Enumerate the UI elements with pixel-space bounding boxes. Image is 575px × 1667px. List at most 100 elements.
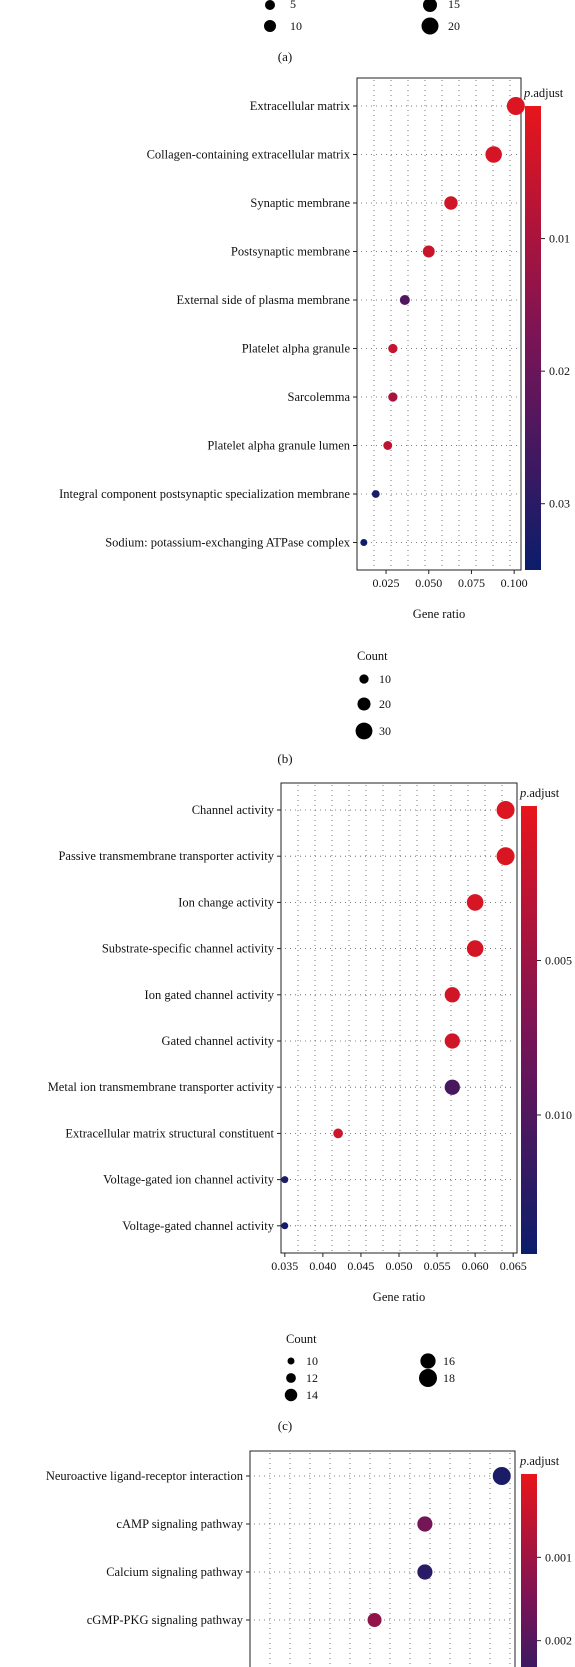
size-legend-label: 14 bbox=[306, 1388, 318, 1402]
size-legend-dot bbox=[284, 1388, 298, 1402]
legend-label: 5 bbox=[290, 0, 296, 11]
x-tick-label: 0.050 bbox=[386, 1259, 413, 1273]
category-label: Synaptic membrane bbox=[250, 196, 350, 210]
category-label: cAMP signaling pathway bbox=[116, 1517, 243, 1531]
size-legend-label: 16 bbox=[443, 1354, 455, 1368]
colorbar-tick-label: 0.03 bbox=[549, 497, 570, 511]
size-legend-dot bbox=[420, 1353, 436, 1369]
data-point bbox=[496, 801, 515, 819]
x-tick-label: 0.035 bbox=[271, 1259, 298, 1273]
category-label: Postsynaptic membrane bbox=[231, 245, 351, 259]
size-legend-dot bbox=[359, 674, 369, 684]
data-point bbox=[360, 539, 368, 546]
category-label: Platelet alpha granule lumen bbox=[207, 439, 350, 453]
data-point bbox=[444, 196, 458, 210]
category-label: Neuroactive ligand-receptor interaction bbox=[46, 1469, 244, 1483]
x-tick-label: 0.050 bbox=[415, 576, 442, 590]
panel-label: (c) bbox=[278, 1418, 292, 1433]
legend-dot bbox=[265, 0, 275, 10]
plot-frame bbox=[356, 77, 522, 571]
colorbar-tick-label: 0.005 bbox=[545, 953, 572, 967]
colorbar bbox=[525, 106, 541, 570]
colorbar-tick-label: 0.01 bbox=[549, 232, 570, 246]
x-tick-label: 0.045 bbox=[347, 1259, 374, 1273]
category-label: Sodium: potassium-exchanging ATPase comp… bbox=[105, 536, 351, 550]
category-label: Passive transmembrane transporter activi… bbox=[58, 849, 274, 863]
category-label: Ion gated channel activity bbox=[145, 988, 275, 1002]
data-point bbox=[383, 441, 393, 450]
colorbar-title: p.adjust bbox=[523, 86, 564, 100]
colorbar bbox=[521, 1474, 537, 1667]
legend-dot bbox=[421, 17, 439, 35]
panel-label: (b) bbox=[277, 751, 292, 766]
category-label: Collagen-containing extracellular matrix bbox=[147, 148, 351, 162]
category-label: Calcium signaling pathway bbox=[106, 1565, 244, 1579]
x-tick-label: 0.100 bbox=[501, 576, 528, 590]
data-point bbox=[417, 1516, 433, 1532]
x-tick-label: 0.060 bbox=[462, 1259, 489, 1273]
size-legend-label: 10 bbox=[379, 672, 391, 686]
size-legend-dot bbox=[287, 1357, 295, 1365]
data-point bbox=[371, 490, 380, 498]
x-tick-label: 0.075 bbox=[458, 576, 485, 590]
colorbar-tick-label: 0.010 bbox=[545, 1108, 572, 1122]
size-legend-dot bbox=[286, 1373, 296, 1383]
size-legend-title: Count bbox=[286, 1332, 317, 1346]
data-point bbox=[333, 1128, 343, 1139]
category-label: Voltage-gated ion channel activity bbox=[103, 1173, 275, 1187]
data-point bbox=[399, 294, 410, 306]
size-legend-label: 30 bbox=[379, 724, 391, 738]
size-legend-title: Count bbox=[357, 649, 388, 663]
x-axis-label: Gene ratio bbox=[413, 607, 465, 621]
colorbar-tick-label: 0.002 bbox=[545, 1634, 572, 1648]
data-point bbox=[444, 1079, 460, 1095]
data-point bbox=[281, 1222, 289, 1230]
plot-frame bbox=[280, 782, 518, 1254]
colorbar-tick-label: 0.02 bbox=[549, 364, 570, 378]
panel-b-dotplot: Extracellular matrix Collagen-containing … bbox=[59, 77, 570, 766]
data-point bbox=[281, 1176, 289, 1184]
data-point bbox=[492, 1467, 511, 1485]
x-tick-label: 0.025 bbox=[373, 576, 400, 590]
x-tick-label: 0.040 bbox=[309, 1259, 336, 1273]
data-point bbox=[444, 1033, 460, 1049]
size-legend-label: 18 bbox=[443, 1371, 455, 1385]
panel-a-count-legend: 5 10 15 20 bbox=[264, 0, 460, 35]
colorbar bbox=[521, 806, 537, 1254]
legend-dot bbox=[423, 0, 437, 12]
x-axis-label: Gene ratio bbox=[373, 1290, 425, 1304]
data-point bbox=[466, 894, 484, 911]
colorbar-title: p.adjust bbox=[519, 1454, 560, 1468]
category-label: Sarcolemma bbox=[288, 390, 351, 404]
data-point bbox=[388, 392, 398, 402]
data-point bbox=[466, 940, 484, 957]
colorbar-title: p.adjust bbox=[519, 786, 560, 800]
size-legend-label: 12 bbox=[306, 1371, 318, 1385]
colorbar-tick-label: 0.001 bbox=[545, 1550, 572, 1564]
category-label: Extracellular matrix bbox=[250, 99, 351, 113]
legend-label: 10 bbox=[290, 19, 302, 33]
panel-label-a: (a) bbox=[278, 49, 292, 64]
category-label: Substrate-specific channel activity bbox=[102, 942, 275, 956]
panel-d-dotplot: Neuroactive ligand-receptor interaction c… bbox=[46, 1450, 572, 1667]
category-label: Channel activity bbox=[192, 803, 275, 817]
category-label: Gated channel activity bbox=[162, 1034, 275, 1048]
data-point bbox=[367, 1613, 382, 1627]
category-label: Integral component postsynaptic speciali… bbox=[59, 487, 350, 501]
x-tick-label: 0.055 bbox=[424, 1259, 451, 1273]
category-label: Voltage-gated channel activity bbox=[122, 1219, 275, 1233]
plot-frame bbox=[249, 1450, 516, 1667]
legend-label: 15 bbox=[448, 0, 460, 11]
legend-label: 20 bbox=[448, 19, 460, 33]
size-legend-dot bbox=[357, 697, 371, 711]
category-label: Metal ion transmembrane transporter acti… bbox=[48, 1080, 275, 1094]
category-label: Ion change activity bbox=[178, 895, 275, 909]
category-label: cGMP-PKG signaling pathway bbox=[87, 1613, 244, 1627]
category-label: Extracellular matrix structural constitu… bbox=[65, 1126, 274, 1140]
size-legend-label: 10 bbox=[306, 1354, 318, 1368]
category-label: Platelet alpha granule bbox=[242, 342, 351, 356]
data-point bbox=[444, 987, 460, 1003]
panel-c-dotplot: Channel activity Passive transmembrane tr… bbox=[48, 782, 572, 1433]
size-legend-label: 20 bbox=[379, 697, 391, 711]
data-point bbox=[485, 146, 502, 163]
